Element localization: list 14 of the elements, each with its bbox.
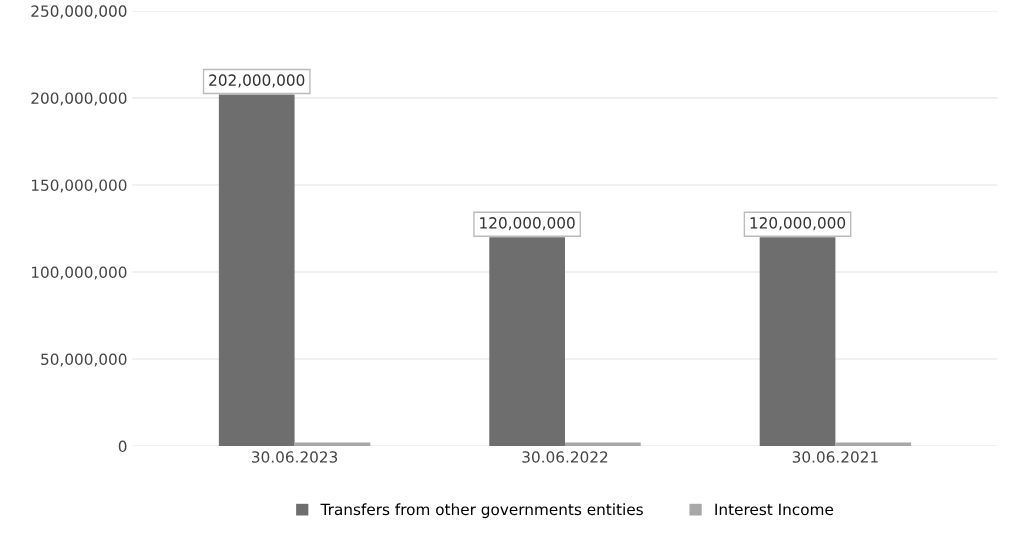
data-label: 202,000,000 bbox=[209, 74, 305, 88]
y-tick-label: 50,000,000 bbox=[41, 353, 127, 367]
y-tick-label: 150,000,000 bbox=[31, 179, 127, 193]
x-tick-label: 30.06.2023 bbox=[252, 451, 338, 463]
y-tick-label: 0 bbox=[118, 440, 127, 453]
legend-label: Interest Income bbox=[715, 503, 834, 516]
data-label: 120,000,000 bbox=[480, 217, 575, 231]
data-label: 120,000,000 bbox=[750, 217, 846, 231]
x-tick-label: 30.06.2021 bbox=[792, 451, 878, 463]
x-tick-label: 30.06.2022 bbox=[522, 451, 608, 463]
legend-label: Transfers from other governments entities bbox=[320, 503, 643, 519]
y-tick-label: 200,000,000 bbox=[31, 92, 127, 106]
y-tick-label: 250,000,000 bbox=[31, 5, 127, 19]
y-tick-label: 100,000,000 bbox=[31, 266, 127, 280]
